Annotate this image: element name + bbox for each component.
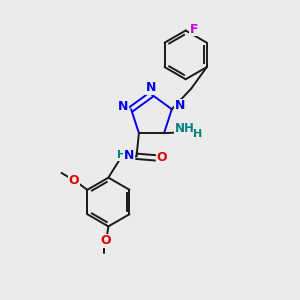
Text: N: N [118, 100, 128, 113]
Text: F: F [190, 22, 198, 35]
Text: O: O [156, 151, 167, 164]
Text: H: H [193, 129, 203, 139]
Text: N: N [124, 148, 134, 162]
Text: H: H [117, 150, 127, 160]
Text: N: N [146, 81, 156, 94]
Text: N: N [175, 99, 185, 112]
Text: NH: NH [175, 122, 195, 136]
Text: O: O [69, 174, 79, 187]
Text: O: O [100, 234, 111, 247]
